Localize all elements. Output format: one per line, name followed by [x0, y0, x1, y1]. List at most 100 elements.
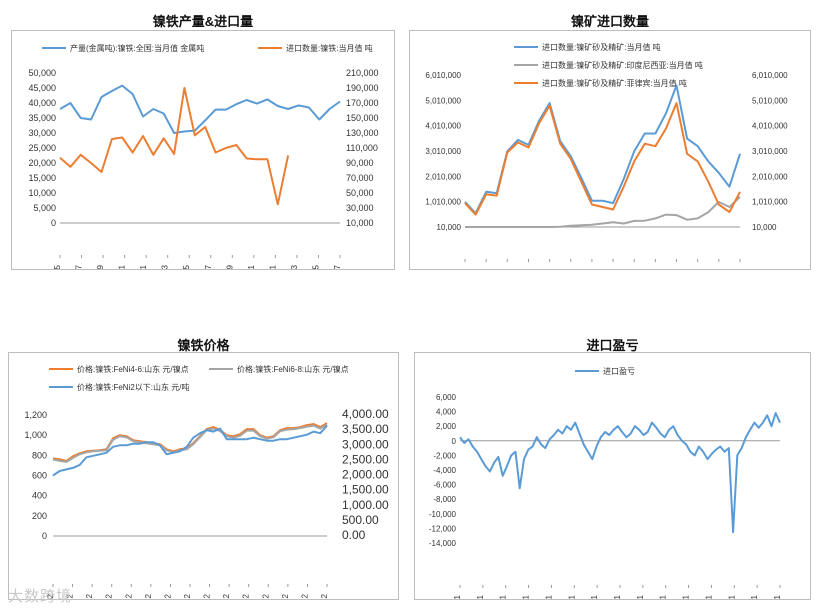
- series-line: [52, 424, 328, 477]
- y-tick-label: 3,500.00: [342, 422, 389, 436]
- x-tick-label: 2016-01: [458, 268, 467, 269]
- x-tick-label: 2018-07: [333, 264, 342, 269]
- chart-panel-nickel-pig-iron-output: 镍铁产量&进口量 产量(金属吨):镍铁:全国:当月值 金属吨 进口数量:镍铁:当月…: [11, 8, 395, 294]
- legend-label: 价格:镍铁:FeNi4-6:山东 元/镍点: [77, 364, 189, 374]
- y-tick-label: -2,000: [433, 451, 456, 460]
- chart-svg: 价格:镍铁:FeNi4-6:山东 元/镍点 价格:镍铁:FeNi6-8:山东 元/…: [24, 364, 389, 608]
- y-tick-label: 50,000: [346, 188, 374, 198]
- y-tick-label: 30,000: [28, 128, 56, 138]
- x-tick-label: 2016-11: [118, 264, 127, 269]
- x-tick-label: 2016-09: [96, 264, 105, 269]
- legend-label: 进口盈亏: [603, 367, 635, 376]
- x-tick-label: 2018-07-11: [750, 594, 759, 599]
- y-tick-label: 190,000: [346, 83, 379, 93]
- x-tick-label: 2017-11: [691, 268, 700, 269]
- chart-panel-nickel-pig-iron-price: 镍铁价格 价格:镍铁:FeNi4-6:山东 元/镍点 价格:镍铁:FeNi6-8:…: [8, 332, 399, 608]
- chart-frame: 价格:镍铁:FeNi4-6:山东 元/镍点 价格:镍铁:FeNi6-8:山东 元/…: [8, 352, 399, 608]
- y-tick-label: 200: [32, 511, 47, 521]
- chart-panel-nickel-ore-imports: 镍矿进口数量 进口数量:镍矿砂及精矿:当月值 吨进口数量:镍矿砂及精矿:印度尼西…: [409, 8, 811, 298]
- x-tick-label: 2018-01-11: [682, 594, 691, 599]
- x-tick-label: 2018-03: [733, 268, 742, 269]
- y-tick-label: 50,000: [28, 68, 56, 78]
- y-tick-label: 5,010,000: [752, 96, 788, 105]
- y-tick-label: 20,000: [28, 158, 56, 168]
- y-tick-label: 5,010,000: [425, 96, 461, 105]
- y-tick-label: 90,000: [346, 158, 374, 168]
- x-tick-label: 2016-05: [53, 264, 62, 269]
- x-tick-label: 2017-11-12: [222, 593, 231, 599]
- x-tick-label: 2016-11: [564, 268, 573, 269]
- y-tick-label: -4,000: [433, 466, 456, 475]
- x-tick-label: 2017-07-12: [183, 593, 192, 599]
- y-tick-label: 800: [32, 450, 47, 460]
- chart-title: 镍铁产量&进口量: [152, 14, 254, 29]
- x-tick-label: 2017-01-11: [544, 594, 553, 599]
- y-tick-label: 0: [452, 437, 457, 446]
- x-tick-label: 2018-09-12: [320, 593, 329, 599]
- x-tick-label: 2017-03-12: [144, 593, 153, 599]
- legend-label: 进口数量:镍铁:当月值 吨: [286, 43, 373, 53]
- y-tick-label: 4,000: [436, 408, 457, 417]
- x-tick-label: 2017-05: [182, 264, 191, 269]
- y-tick-label: 130,000: [346, 128, 379, 138]
- legend-label: 进口数量:镍矿砂及精矿:印度尼西亚:当月值 吨: [542, 60, 703, 70]
- chart-title: 镍铁价格: [177, 338, 230, 353]
- x-tick-label: 2017-09: [225, 264, 234, 269]
- x-tick-label: 2018-09-11: [773, 594, 782, 599]
- x-tick-label: 2017-09: [670, 268, 679, 269]
- y-tick-label: 2,010,000: [752, 172, 788, 181]
- x-tick-label: 2016-03: [479, 268, 488, 269]
- y-tick-label: 3,010,000: [425, 147, 461, 156]
- y-tick-label: 2,500.00: [342, 452, 389, 466]
- y-tick-label: 1,010,000: [425, 198, 461, 207]
- x-tick-label: 2017-09-11: [636, 594, 645, 599]
- series-line: [59, 87, 290, 206]
- x-tick-label: 2016-05-11: [453, 594, 462, 599]
- x-tick-label: 2017-11-11: [659, 594, 668, 599]
- x-tick-label: 2018-01: [712, 268, 721, 269]
- y-tick-label: 4,000.00: [342, 407, 389, 421]
- y-tick-label: 0.00: [342, 528, 366, 542]
- x-tick-label: 2016-09-12: [85, 593, 94, 599]
- x-tick-label: 2016-11-11: [522, 594, 531, 599]
- x-tick-label: 2017-03: [606, 268, 615, 269]
- y-tick-label: 10,000: [752, 223, 777, 232]
- x-tick-label: 2017-11: [247, 264, 256, 269]
- chart-frame: 进口盈亏 -14,000 -12,000 -10,000 -8,000 -6,000 -4,…: [414, 352, 811, 608]
- legend-label: 进口数量:镍矿砂及精矿:菲律宾:当月值 吨: [542, 78, 687, 88]
- x-tick-label: 2017-07: [648, 268, 657, 269]
- y-tick-label: 10,000: [346, 218, 374, 228]
- series-line: [59, 84, 341, 134]
- y-tick-label: 40,000: [28, 98, 56, 108]
- x-tick-label: 2018-03-12: [261, 593, 270, 599]
- x-tick-label: 2016-11-12: [105, 593, 114, 599]
- y-tick-label: -10,000: [429, 510, 457, 519]
- y-tick-label: 6,010,000: [425, 71, 461, 80]
- y-tick-label: -14,000: [429, 539, 457, 548]
- y-tick-label: 1,200: [24, 410, 47, 420]
- y-tick-label: 35,000: [28, 113, 56, 123]
- x-tick-label: 2016-09-11: [499, 594, 508, 599]
- chart-svg: 产量(金属吨):镍铁:全国:当月值 金属吨 进口数量:镍铁:当月值 吨 0 5,000…: [28, 43, 379, 294]
- x-tick-label: 2017-07-11: [613, 594, 622, 599]
- x-tick-label: 2018-05: [311, 264, 320, 269]
- y-tick-label: 45,000: [28, 83, 56, 93]
- y-tick-label: 2,000: [436, 422, 457, 431]
- y-tick-label: 150,000: [346, 113, 379, 123]
- x-tick-label: 2017-03-11: [567, 594, 576, 599]
- chart-svg: 进口盈亏 -14,000 -12,000 -10,000 -8,000 -6,000 -4,…: [429, 367, 782, 608]
- legend-label: 产量(金属吨):镍铁:全国:当月值 金属吨: [70, 43, 204, 53]
- y-tick-label: 0: [51, 218, 56, 228]
- y-tick-label: 70,000: [346, 173, 374, 183]
- x-tick-label: 2016-07: [75, 264, 84, 269]
- legend-label: 进口数量:镍矿砂及精矿:当月值 吨: [542, 42, 661, 52]
- y-tick-label: 2,010,000: [425, 172, 461, 181]
- x-tick-label: 2017-05-11: [590, 594, 599, 599]
- y-tick-label: 6,010,000: [752, 71, 788, 80]
- y-tick-label: 0: [42, 531, 47, 541]
- y-tick-label: 400: [32, 491, 47, 501]
- y-tick-label: 3,010,000: [752, 147, 788, 156]
- x-tick-label: 2017-01: [585, 268, 594, 269]
- y-tick-label: 170,000: [346, 98, 379, 108]
